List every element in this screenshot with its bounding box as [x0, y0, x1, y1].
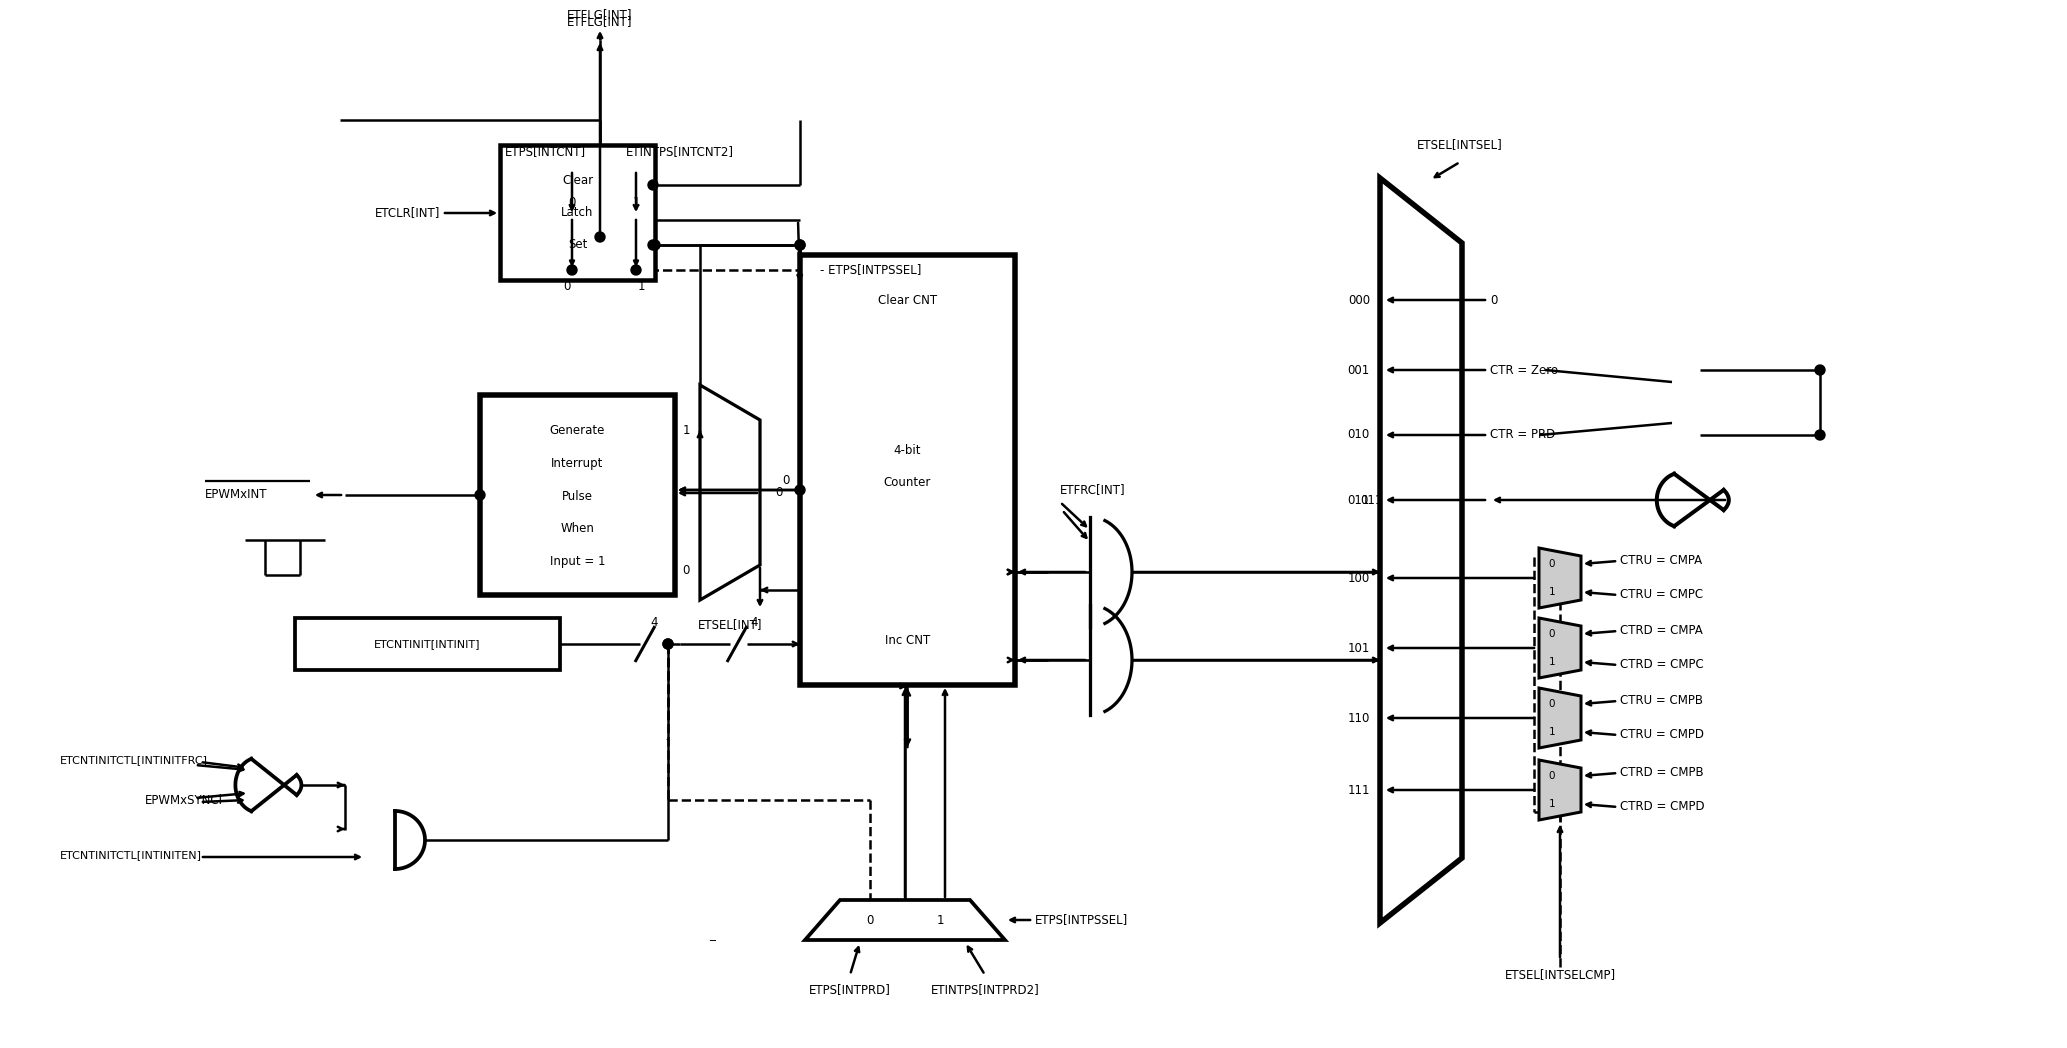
Text: 110: 110 — [1348, 712, 1370, 724]
Text: 100: 100 — [1348, 571, 1370, 585]
Circle shape — [475, 490, 486, 500]
Text: 4-bit: 4-bit — [893, 443, 922, 457]
Text: CTRD = CMPD: CTRD = CMPD — [1621, 801, 1705, 813]
Text: 111: 111 — [1348, 784, 1370, 796]
Text: CTRU = CMPD: CTRU = CMPD — [1621, 728, 1703, 742]
Text: ETCLR[INT]: ETCLR[INT] — [374, 206, 440, 219]
Text: ETCNTINITCTL[INTINITFRC]: ETCNTINITCTL[INTINITFRC] — [60, 755, 209, 765]
Text: ETCNTINITCTL[INTINITEN]: ETCNTINITCTL[INTINITEN] — [60, 850, 203, 860]
Circle shape — [1815, 430, 1825, 440]
Text: EPWMxSYNCl: EPWMxSYNCl — [145, 793, 223, 807]
Text: Pulse: Pulse — [562, 489, 593, 502]
Polygon shape — [1540, 618, 1581, 678]
Circle shape — [630, 265, 641, 275]
Circle shape — [1815, 365, 1825, 375]
Text: CTRU = CMPA: CTRU = CMPA — [1621, 554, 1701, 568]
Text: 0: 0 — [564, 281, 570, 293]
Bar — [480, 395, 676, 595]
Text: 0: 0 — [775, 486, 783, 500]
Bar — [800, 255, 1015, 685]
Text: 0: 0 — [1548, 559, 1554, 569]
Text: Clear CNT: Clear CNT — [878, 293, 936, 306]
Text: ETPS[INTPSSEL]: ETPS[INTPSSEL] — [1036, 914, 1129, 926]
Text: 101: 101 — [1348, 641, 1370, 655]
Text: CTR = Zero: CTR = Zero — [1490, 364, 1559, 376]
Text: -: - — [666, 734, 670, 746]
Text: 1: 1 — [1548, 727, 1554, 737]
Text: 011: 011 — [1360, 494, 1383, 506]
Text: 1: 1 — [1548, 799, 1554, 809]
Text: 0: 0 — [682, 564, 690, 576]
Text: EPWMxINT: EPWMxINT — [205, 488, 267, 502]
Text: CTRD = CMPB: CTRD = CMPB — [1621, 766, 1703, 780]
Text: When: When — [560, 523, 595, 536]
Text: Clear: Clear — [562, 174, 593, 187]
Text: 0: 0 — [1548, 699, 1554, 709]
Bar — [500, 145, 655, 280]
Text: ETFLG[INT]: ETFLG[INT] — [566, 16, 633, 28]
Polygon shape — [804, 900, 1005, 940]
Text: Input = 1: Input = 1 — [550, 555, 606, 568]
Text: CTRU = CMPB: CTRU = CMPB — [1621, 695, 1703, 707]
Text: 000: 000 — [1348, 293, 1370, 306]
Circle shape — [664, 639, 674, 649]
Text: CTRD = CMPA: CTRD = CMPA — [1621, 625, 1703, 637]
Text: Set: Set — [568, 239, 587, 252]
Circle shape — [796, 485, 804, 495]
Circle shape — [796, 240, 804, 250]
Text: CTR = PRD: CTR = PRD — [1490, 429, 1554, 441]
Text: Inc CNT: Inc CNT — [885, 633, 930, 647]
Text: Interrupt: Interrupt — [552, 457, 604, 470]
Text: 0: 0 — [866, 914, 874, 926]
Polygon shape — [1540, 687, 1581, 748]
Text: ETINTPS[INTCNT2]: ETINTPS[INTCNT2] — [626, 146, 734, 158]
Circle shape — [595, 232, 606, 242]
Text: CTRD = CMPC: CTRD = CMPC — [1621, 658, 1703, 672]
Text: ETPS[INTCNT]: ETPS[INTCNT] — [504, 146, 585, 158]
Circle shape — [566, 265, 577, 275]
Text: CTRU = CMPC: CTRU = CMPC — [1621, 589, 1703, 602]
Text: - ETPS[INTPSSEL]: - ETPS[INTPSSEL] — [821, 263, 922, 277]
Text: ETSEL[INTSELCMP]: ETSEL[INTSELCMP] — [1505, 968, 1616, 982]
Text: 1: 1 — [637, 281, 645, 293]
Text: 011: 011 — [1348, 494, 1370, 506]
Bar — [296, 618, 560, 670]
Text: 1: 1 — [936, 914, 945, 926]
Text: 1: 1 — [682, 423, 690, 437]
Text: Counter: Counter — [885, 477, 932, 489]
Text: 0: 0 — [568, 197, 577, 210]
Text: ETSEL[INTSEL]: ETSEL[INTSEL] — [1418, 138, 1503, 152]
Text: ETINTPS[INTPRD2]: ETINTPS[INTPRD2] — [930, 983, 1040, 997]
Text: 0: 0 — [1548, 629, 1554, 639]
Text: _: _ — [709, 929, 715, 941]
Text: ETPS[INTPRD]: ETPS[INTPRD] — [808, 983, 891, 997]
Polygon shape — [1381, 178, 1461, 923]
Circle shape — [649, 240, 659, 250]
Circle shape — [664, 639, 674, 649]
Text: ETFRC[INT]: ETFRC[INT] — [1060, 483, 1127, 497]
Text: 0: 0 — [1548, 771, 1554, 781]
Polygon shape — [1540, 548, 1581, 608]
Text: ETCNTINIT[INTINIT]: ETCNTINIT[INTINIT] — [374, 639, 482, 649]
Text: ETSEL[INT]: ETSEL[INT] — [699, 618, 763, 632]
Polygon shape — [1540, 760, 1581, 820]
Polygon shape — [701, 385, 761, 601]
Text: 0: 0 — [781, 474, 790, 486]
Text: ETFLG[INT]: ETFLG[INT] — [566, 8, 633, 22]
Text: 001: 001 — [1348, 364, 1370, 376]
Circle shape — [647, 180, 657, 190]
Text: 4: 4 — [649, 615, 657, 629]
Text: 0: 0 — [1490, 293, 1497, 306]
Text: 1: 1 — [1548, 587, 1554, 597]
Text: 010: 010 — [1348, 429, 1370, 441]
Text: 4: 4 — [750, 615, 757, 629]
Circle shape — [647, 240, 657, 250]
Text: Generate: Generate — [550, 423, 606, 437]
Circle shape — [796, 240, 804, 250]
Text: Latch: Latch — [562, 206, 593, 219]
Text: 1: 1 — [633, 197, 641, 210]
Text: 1: 1 — [1548, 657, 1554, 667]
